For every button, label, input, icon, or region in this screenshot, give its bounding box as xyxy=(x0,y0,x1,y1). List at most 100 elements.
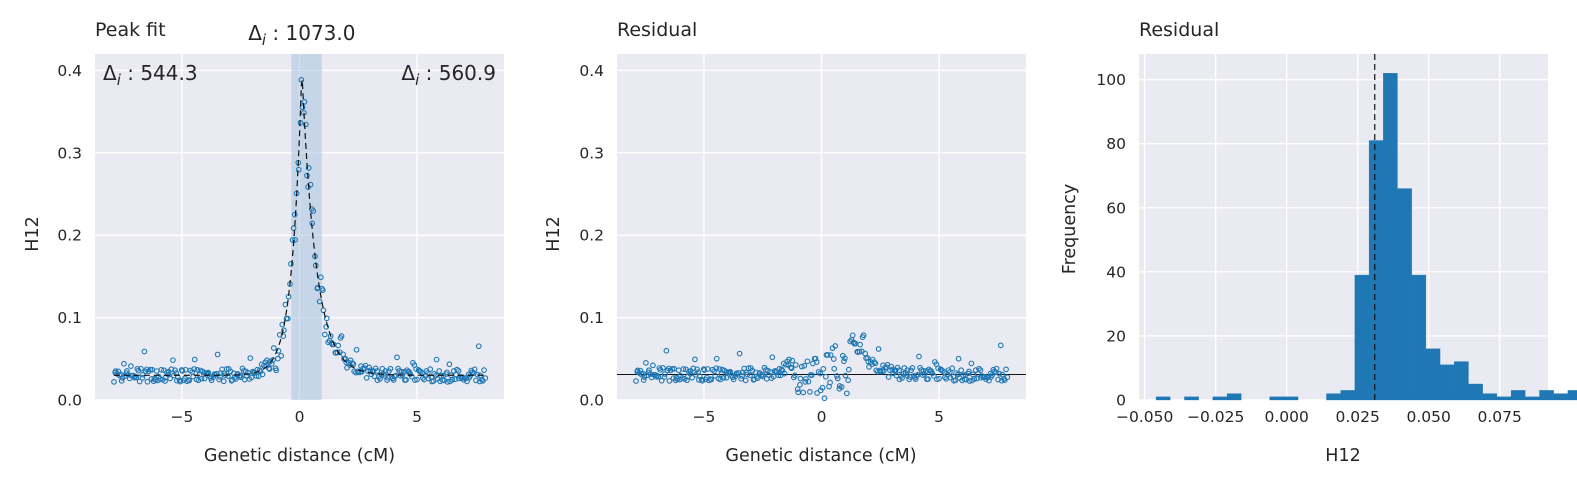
data-point xyxy=(273,367,280,374)
data-point xyxy=(290,225,297,231)
residual-point xyxy=(865,358,872,365)
residual-point xyxy=(936,375,942,382)
residual-point xyxy=(824,351,831,358)
data-point xyxy=(118,377,125,384)
data-point xyxy=(390,377,397,383)
residual-point xyxy=(838,384,845,390)
residual-point xyxy=(856,348,863,355)
y-tick-label: 0.2 xyxy=(57,227,82,245)
residual-point xyxy=(820,366,827,372)
data-point xyxy=(195,377,202,384)
data-point xyxy=(382,368,389,374)
residual-point xyxy=(871,359,878,366)
residual-point xyxy=(736,370,742,376)
data-point xyxy=(317,274,324,281)
data-point xyxy=(343,359,350,366)
data-point xyxy=(323,323,330,330)
residual-point xyxy=(813,359,820,365)
data-point xyxy=(302,121,309,128)
residual-scatter-panel: Residual Genetic distance (cM) H12 −5 0 5 0… xyxy=(544,19,1026,466)
histogram-bar xyxy=(1368,140,1384,401)
residual-point xyxy=(789,357,796,364)
data-point xyxy=(425,375,432,382)
x-tick-label: −5 xyxy=(693,408,716,426)
residual-point xyxy=(849,332,856,339)
residual-point xyxy=(723,374,730,381)
data-point xyxy=(265,365,272,372)
residual-point xyxy=(786,356,792,363)
data-point xyxy=(168,366,175,373)
data-point xyxy=(225,373,231,379)
residual-point xyxy=(946,369,953,375)
residual-point xyxy=(713,365,720,372)
data-point xyxy=(474,371,481,378)
residual-scatter-xlabel: Genetic distance (cM) xyxy=(725,446,916,466)
y-tick-label: 100 xyxy=(1096,71,1126,89)
residual-point xyxy=(896,367,902,374)
residual-point xyxy=(781,370,788,377)
residual-point xyxy=(662,371,668,377)
residual-point xyxy=(660,365,666,371)
data-point xyxy=(128,363,134,370)
data-point xyxy=(220,378,227,385)
residual-point xyxy=(787,364,794,371)
data-point xyxy=(214,351,221,358)
data-point xyxy=(358,368,365,375)
data-point xyxy=(144,378,151,385)
residual-point xyxy=(996,370,1003,377)
residual-point xyxy=(744,371,751,378)
x-tick-label: 0.050 xyxy=(1407,408,1451,426)
data-point xyxy=(436,368,443,374)
data-point xyxy=(316,298,323,305)
data-point xyxy=(201,375,208,382)
data-point xyxy=(259,371,266,378)
y-tick-label: 0.0 xyxy=(579,392,604,410)
residual-point xyxy=(916,353,922,360)
residual-point xyxy=(666,378,673,384)
data-point xyxy=(335,342,342,349)
x-tick-label: 0.075 xyxy=(1478,408,1522,426)
residual-point xyxy=(738,375,744,382)
residual-point xyxy=(747,372,753,379)
residual-point xyxy=(800,389,807,396)
residual-point xyxy=(841,355,848,362)
residual-point xyxy=(995,376,1001,383)
data-point xyxy=(310,208,317,214)
data-point xyxy=(353,346,360,353)
residual-point xyxy=(830,356,837,362)
histogram-bar xyxy=(1269,396,1285,401)
residual-point xyxy=(708,376,715,383)
x-tick-label: −0.050 xyxy=(1116,408,1173,426)
data-point xyxy=(190,373,196,380)
histogram-bar xyxy=(1439,364,1455,401)
residual-point xyxy=(692,356,698,363)
histogram-bar xyxy=(1226,393,1242,401)
data-point xyxy=(158,366,165,373)
data-point xyxy=(305,165,312,171)
residual-point xyxy=(880,368,887,374)
residual-scatter-ylabel: H12 xyxy=(544,216,564,251)
data-point xyxy=(285,315,291,322)
residual-point xyxy=(770,373,777,380)
residual-point xyxy=(745,365,752,371)
residual-point xyxy=(798,363,805,370)
residual-point xyxy=(661,374,668,380)
histogram-bar xyxy=(1468,383,1483,401)
residual-point xyxy=(794,386,801,392)
residual-point xyxy=(841,358,847,365)
data-point xyxy=(444,369,450,376)
x-tick-label: 0 xyxy=(817,408,827,426)
y-tick-label: 40 xyxy=(1106,263,1126,281)
residual-point xyxy=(716,366,723,372)
y-tick-label: 0 xyxy=(1116,392,1126,410)
residual-point xyxy=(788,365,795,372)
histogram-bar xyxy=(1184,396,1199,401)
residual-point xyxy=(663,347,670,354)
data-point xyxy=(216,376,222,383)
residual-point xyxy=(689,374,695,381)
residual-point xyxy=(832,343,839,349)
residual-point xyxy=(720,375,727,381)
histogram-bar xyxy=(1454,361,1469,401)
residual-point xyxy=(742,377,749,384)
